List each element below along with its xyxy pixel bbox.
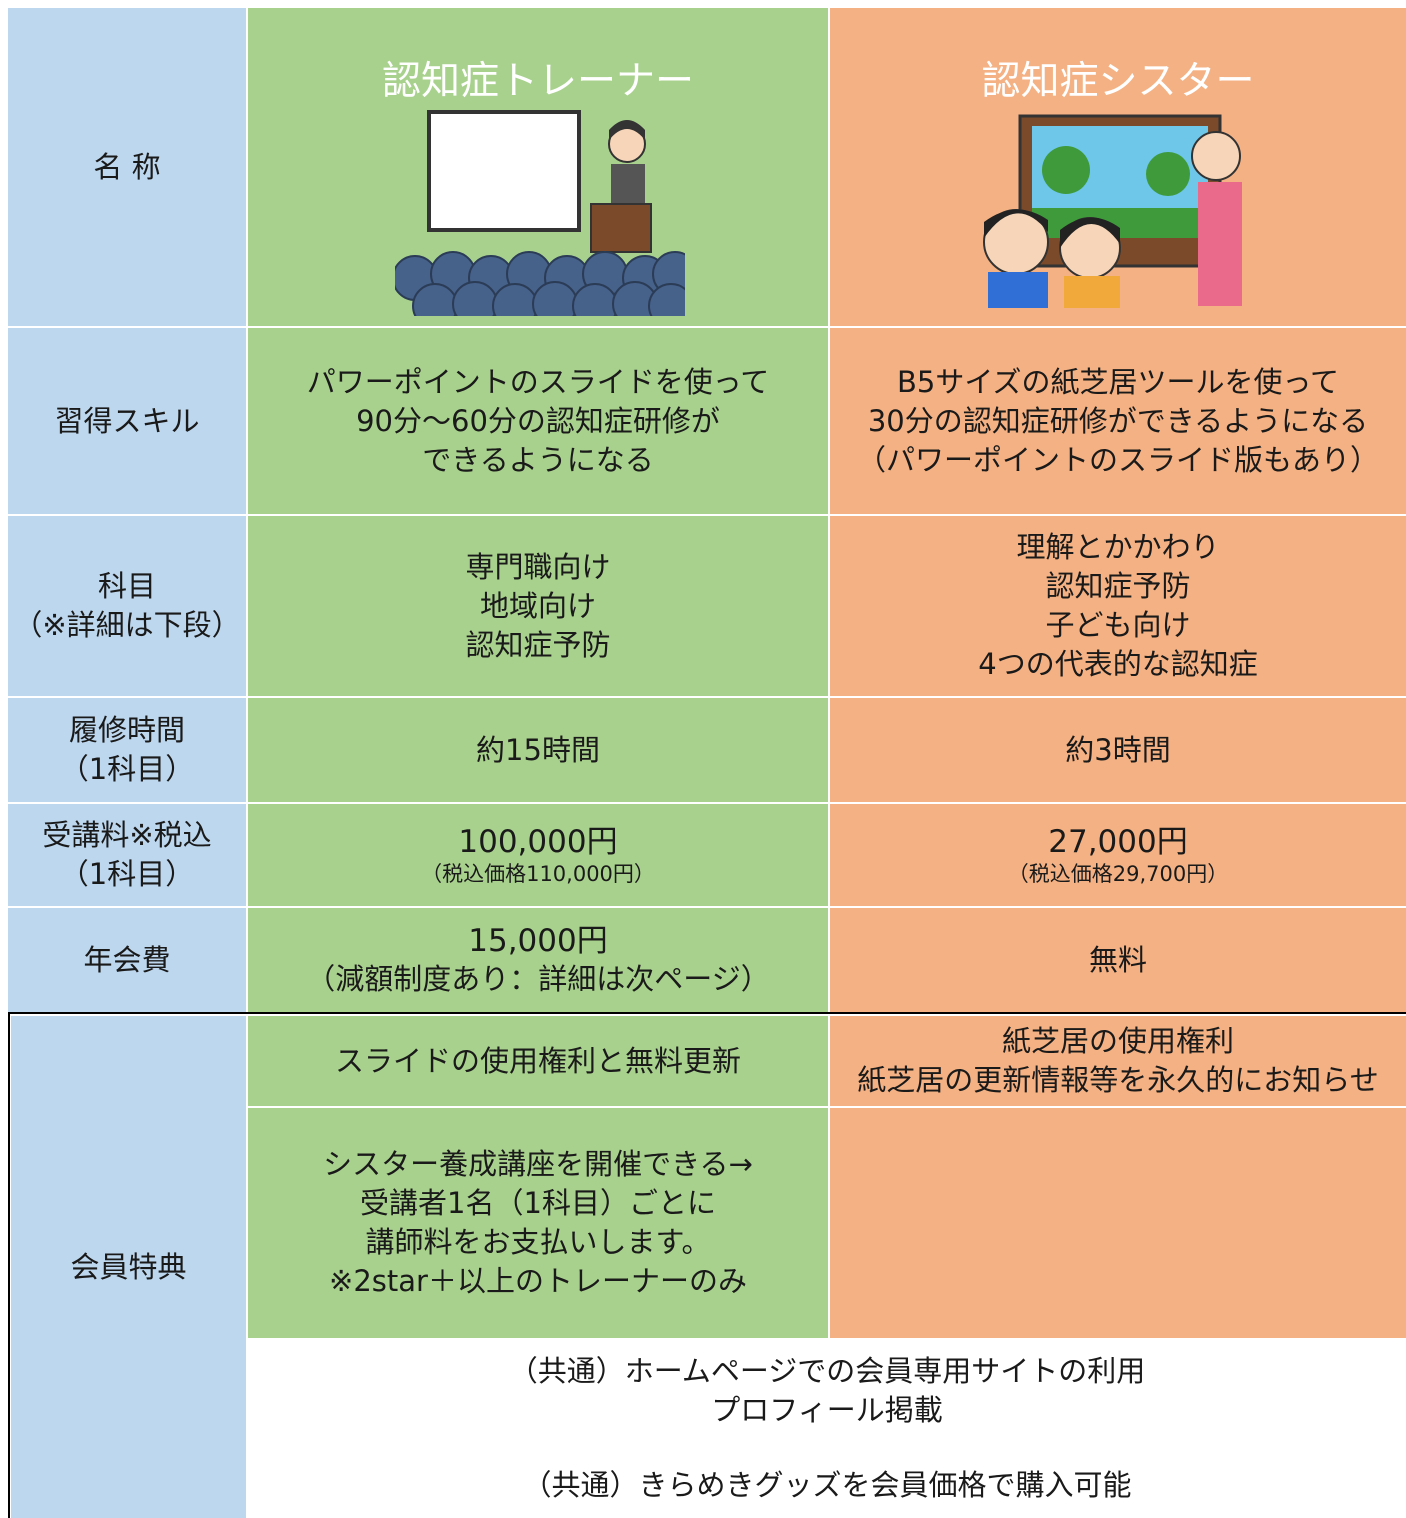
label-text: （1科目） (59, 752, 195, 786)
cell-text: 認知症予防 (465, 627, 611, 662)
cell-text: 理解とかかわり (1016, 530, 1220, 564)
cell-text: できるようになる (422, 442, 654, 477)
cell-text: 約3時間 (1065, 732, 1171, 767)
column-title: 認知症トレーナー (381, 59, 694, 104)
cell-text: （減額制度あり：詳細は次ページ） (306, 961, 770, 996)
row-label: 名 称 (8, 8, 246, 326)
cell-text: 受講者1名（1科目）ごとに (360, 1186, 716, 1220)
label-text: （※詳細は下段） (13, 608, 241, 642)
trainer-cell: 100,000円 （税込価格110,000円） (248, 804, 828, 906)
cell-text: （パワーポイントのスライド版もあり） (856, 442, 1379, 477)
row-label: 習得スキル (8, 328, 246, 514)
cell-text: 90分～60分の認知症研修が (356, 403, 720, 438)
cell-text: 30分の認知症研修ができるようになる (867, 403, 1369, 438)
cell-text: 15,000円 (468, 922, 608, 959)
trainer-cell: 専門職向け 地域向け 認知症予防 (248, 516, 828, 696)
cell-text: （共通）ホームページでの会員専用サイトの利用 (508, 1354, 1146, 1388)
label-text: 科目 (97, 569, 156, 603)
cell-note: （税込価格29,700円） (1007, 862, 1229, 886)
label-text: 名 称 (93, 149, 161, 184)
sister-cell: B5サイズの紙芝居ツールを使って 30分の認知症研修ができるようになる （パワー… (830, 328, 1406, 514)
label-text: 習得スキル (54, 403, 200, 438)
label-text: 年会費 (83, 942, 171, 977)
label-text: 会員特典 (70, 1249, 187, 1284)
label-text: 履修時間 (68, 713, 185, 747)
column-title: 認知症シスター (981, 59, 1255, 104)
cell-text: プロフィール掲載 (711, 1393, 943, 1427)
sister-cell: 無料 (830, 908, 1406, 1012)
sister-illustration (983, 114, 1242, 308)
trainer-cell: パワーポイントのスライドを使って 90分～60分の認知症研修が できるようになる (248, 328, 828, 514)
cell-text: パワーポイントのスライドを使って (306, 364, 770, 399)
cell-text: （共通）きらめきグッズを会員価格で購入可能 (522, 1468, 1132, 1502)
cell-text: シスター養成講座を開催できる→ (323, 1147, 753, 1181)
sister-cell: 理解とかかわり 認知症予防 子ども向け 4つの代表的な認知症 (830, 516, 1406, 696)
cell-text: 紙芝居の使用権利 (1001, 1024, 1234, 1058)
cell-text: 100,000円 (458, 824, 618, 860)
border (8, 1012, 1406, 1014)
cell-text: 4つの代表的な認知症 (978, 647, 1258, 681)
sister-cell: 約3時間 (830, 698, 1406, 802)
row-label: 年会費 (8, 908, 246, 1012)
trainer-illustration (395, 110, 685, 316)
sister-cell (830, 1108, 1406, 1338)
row-label: 会員特典 (11, 1016, 246, 1518)
trainer-cell: スライドの使用権利と無料更新 (248, 1016, 828, 1106)
row-label: 科目 （※詳細は下段） (8, 516, 246, 696)
cell-text: ※2star＋以上のトレーナーのみ (329, 1264, 747, 1298)
cell-text: 子ども向け (1045, 608, 1191, 642)
trainer-cell: 約15時間 (248, 698, 828, 802)
cell-note: （税込価格110,000円） (421, 862, 655, 886)
cell-text: 約15時間 (476, 732, 600, 767)
cell-text: 無料 (1088, 942, 1147, 977)
cell-text: 27,000円 (1048, 824, 1188, 860)
cell-text: 専門職向け (465, 549, 611, 584)
cell-text: 講師料をお支払いします。 (365, 1225, 711, 1259)
trainer-cell: シスター養成講座を開催できる→ 受講者1名（1科目）ごとに 講師料をお支払いしま… (248, 1108, 828, 1338)
label-text: （1科目） (59, 857, 195, 891)
cell-text: 紙芝居の更新情報等を永久的にお知らせ (857, 1063, 1379, 1097)
row-label: 履修時間 （1科目） (8, 698, 246, 802)
row-label: 受講料※税込 （1科目） (8, 804, 246, 906)
sister-cell: 27,000円 （税込価格29,700円） (830, 804, 1406, 906)
label-text: 受講料※税込 (42, 818, 212, 852)
cell-text: 認知症予防 (1045, 569, 1191, 603)
cell-text: スライドの使用権利と無料更新 (334, 1043, 741, 1078)
trainer-cell: 15,000円 （減額制度あり：詳細は次ページ） (248, 908, 828, 1012)
border (8, 1012, 10, 1518)
cell-text: B5サイズの紙芝居ツールを使って (896, 364, 1340, 399)
sister-cell: 紙芝居の使用権利 紙芝居の更新情報等を永久的にお知らせ (830, 1016, 1406, 1106)
cell-text: 地域向け (479, 588, 596, 623)
common-cell: （共通）ホームページでの会員専用サイトの利用 プロフィール掲載 （共通）きらめき… (248, 1340, 1406, 1518)
